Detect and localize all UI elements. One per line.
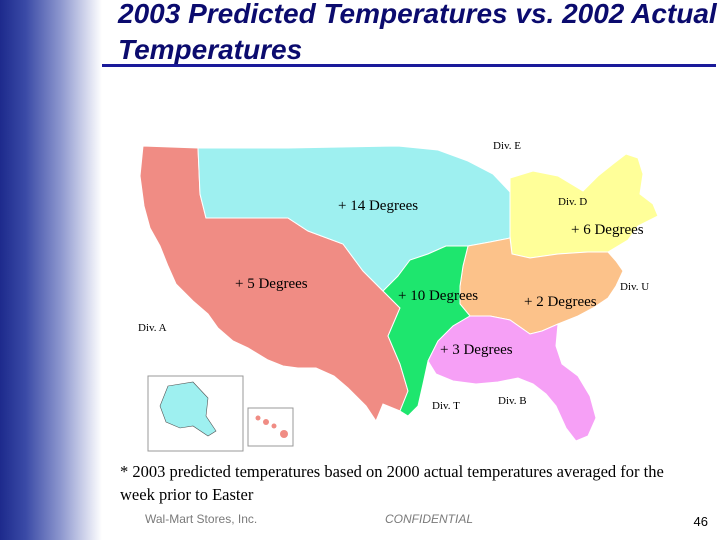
company-name: Wal-Mart Stores, Inc.: [145, 512, 258, 526]
temperature-label-northeast: + 6 Degrees: [571, 222, 644, 238]
temperature-label-north-central: + 14 Degrees: [338, 198, 419, 214]
division-label-b: Div. B: [498, 395, 527, 407]
hawaii-islands: [255, 415, 288, 438]
alaska-shape: [159, 381, 217, 437]
title-underline: [102, 64, 716, 67]
us-region-map: [139, 145, 659, 452]
slide-title: 2003 Predicted Temperatures vs. 2002 Act…: [118, 0, 717, 65]
region-gulf: [427, 315, 597, 442]
footnote: * 2003 predicted temperatures based on 2…: [120, 462, 664, 504]
division-label-t: Div. T: [432, 400, 460, 412]
page-number: 46: [693, 514, 708, 529]
confidential-label: CONFIDENTIAL: [385, 512, 474, 526]
decorative-sidebar: [0, 0, 102, 540]
hawaii-inset: [247, 407, 294, 447]
division-label-e: Div. E: [493, 140, 522, 152]
temperature-label-southeast: + 2 Degrees: [524, 294, 597, 310]
temperature-label-west: + 5 Degrees: [235, 276, 308, 292]
temperature-label-gulf: + 3 Degrees: [440, 342, 513, 358]
division-label-u: Div. U: [620, 281, 650, 293]
temperature-label-central-south: + 10 Degrees: [398, 288, 479, 304]
division-label-a: Div. A: [138, 322, 167, 334]
division-label-d: Div. D: [558, 196, 588, 208]
